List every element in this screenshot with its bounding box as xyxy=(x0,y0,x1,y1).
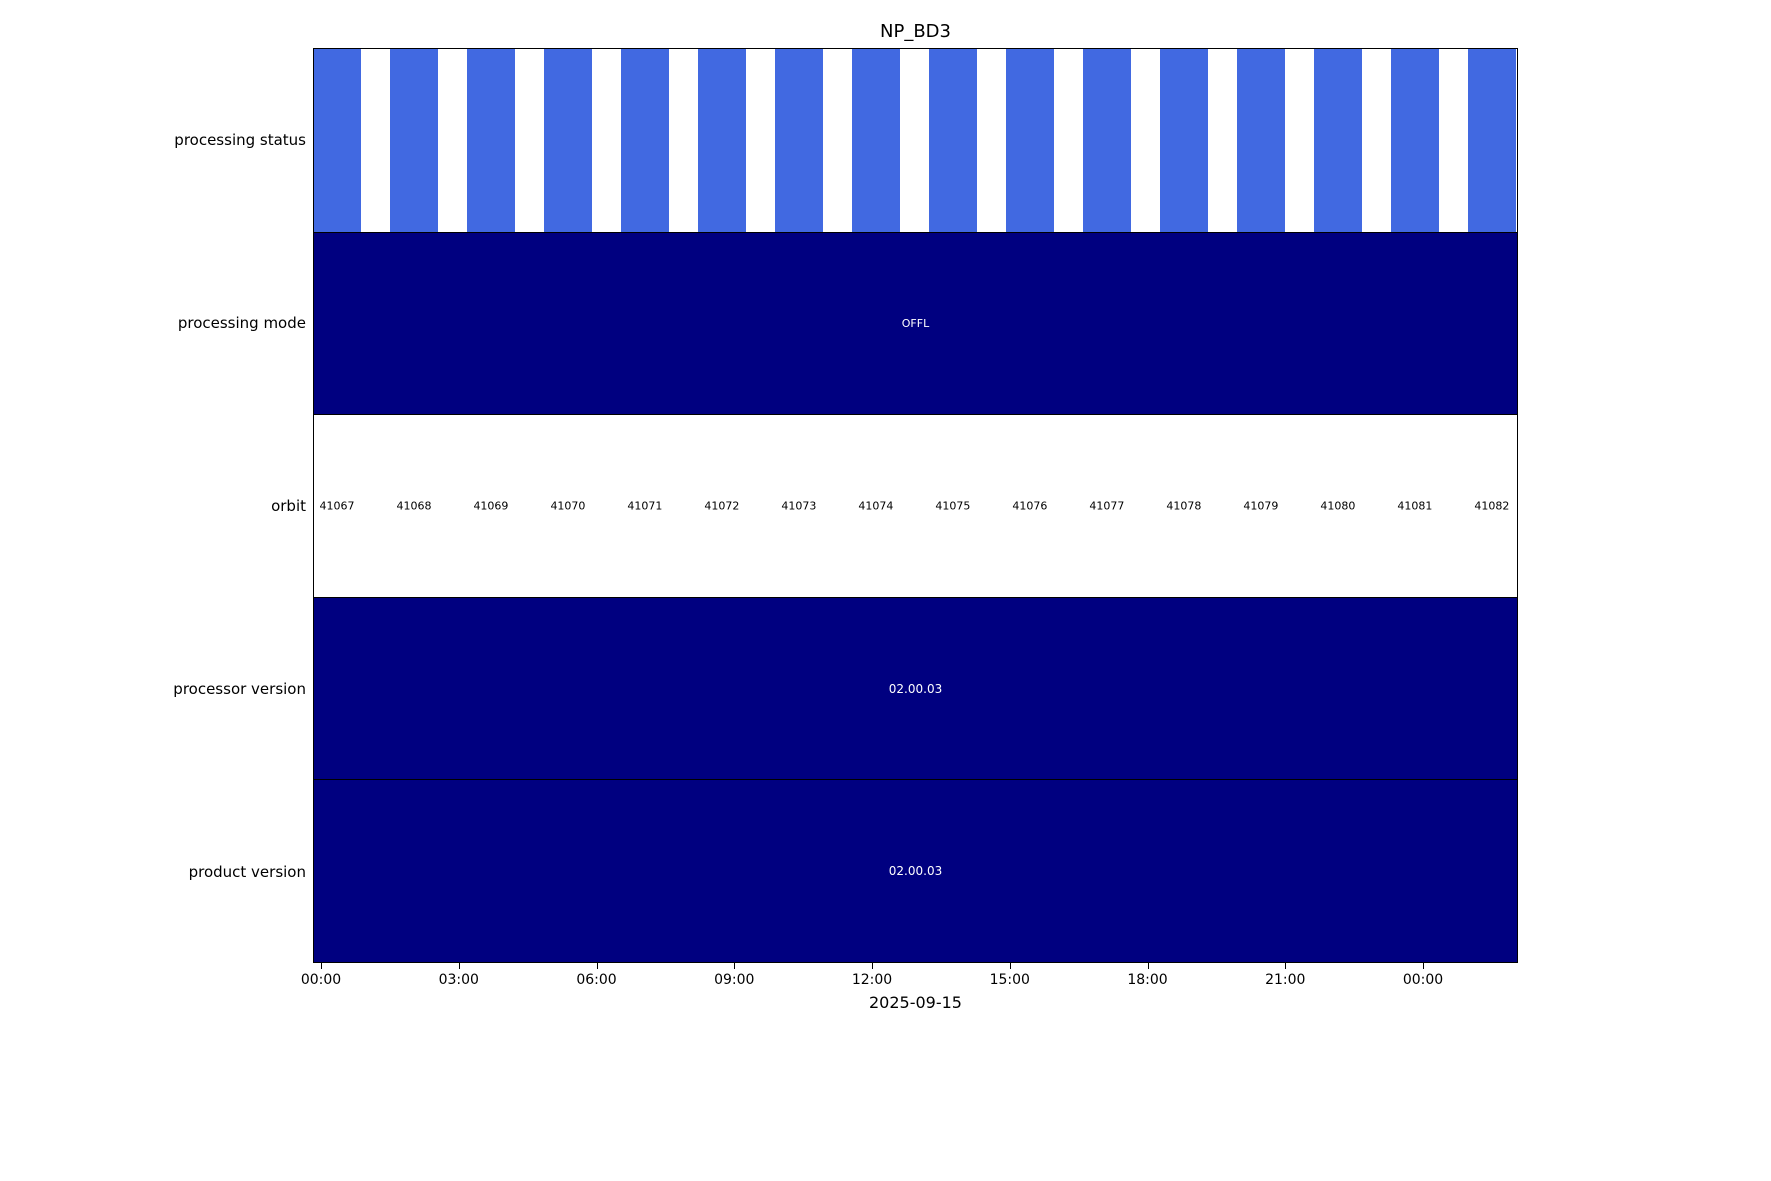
x-axis-label: 2025-09-15 xyxy=(869,993,962,1012)
processing-status-bar xyxy=(928,49,977,232)
processing-status-bar xyxy=(1467,49,1516,232)
chart-title: NP_BD3 xyxy=(880,21,951,42)
orbit-number: 41069 xyxy=(473,499,509,513)
x-tick-label: 09:00 xyxy=(714,972,755,988)
processing-status-bar xyxy=(1236,49,1285,232)
processing-status-bar xyxy=(466,49,515,232)
y-axis-label: product version xyxy=(188,862,306,881)
processing-mode-value: OFFL xyxy=(901,316,930,330)
processing-status-bar xyxy=(774,49,823,232)
x-tick-mark xyxy=(458,963,460,969)
x-tick-label: 21:00 xyxy=(1265,972,1306,988)
y-axis-label: processing status xyxy=(174,130,306,149)
x-tick-label: 15:00 xyxy=(989,972,1030,988)
x-tick-label: 00:00 xyxy=(300,972,342,988)
processing-status-bar xyxy=(1005,49,1054,232)
orbit-number: 41082 xyxy=(1474,499,1510,513)
x-tick-mark xyxy=(321,963,322,969)
plot-area: OFFL 41067 41068 41069 41070 41071 41072 41073… xyxy=(313,48,1518,963)
processing-status-bar xyxy=(1313,49,1362,232)
processing-status-bar xyxy=(314,49,362,232)
x-tick-mark xyxy=(1009,963,1011,969)
orbit-number: 41079 xyxy=(1243,499,1279,513)
processing-status-bar xyxy=(851,49,900,232)
x-tick-label: 06:00 xyxy=(576,972,617,988)
processing-status-bar xyxy=(620,49,669,232)
orbit-number: 41072 xyxy=(704,499,740,513)
processing-status-bar xyxy=(1159,49,1208,232)
x-tick-mark xyxy=(1285,963,1287,969)
row-processing-mode: OFFL xyxy=(314,231,1517,415)
row-processor-version: 02.00.03 xyxy=(314,596,1517,780)
x-tick-label: 18:00 xyxy=(1127,972,1168,988)
product-version-value: 02.00.03 xyxy=(888,864,943,879)
x-tick-label: 03:00 xyxy=(438,972,479,988)
row-processing-status xyxy=(314,49,1517,232)
orbit-number: 41074 xyxy=(858,499,894,513)
orbit-number: 41071 xyxy=(627,499,663,513)
orbit-number: 41081 xyxy=(1397,499,1433,513)
processing-status-bar xyxy=(1082,49,1131,232)
y-axis-label: processor version xyxy=(173,679,306,698)
x-tick-mark xyxy=(1423,963,1425,969)
orbit-number: 41078 xyxy=(1166,499,1202,513)
y-axis-label: processing mode xyxy=(177,313,306,332)
x-tick-mark xyxy=(596,963,598,969)
orbit-number: 41073 xyxy=(781,499,817,513)
processing-status-bar xyxy=(543,49,592,232)
orbit-number: 41068 xyxy=(396,499,432,513)
x-tick-mark xyxy=(1147,963,1149,969)
processing-status-bar xyxy=(389,49,438,232)
orbit-number: 41077 xyxy=(1089,499,1125,513)
processing-status-bar xyxy=(1390,49,1439,232)
processor-version-value: 02.00.03 xyxy=(888,681,943,696)
x-tick-label: 12:00 xyxy=(851,972,893,988)
orbit-number: 41076 xyxy=(1012,499,1048,513)
orbit-number: 41070 xyxy=(550,499,586,513)
orbit-number: 41080 xyxy=(1320,499,1356,513)
x-tick-mark xyxy=(872,963,874,969)
y-axis-label: orbit xyxy=(271,496,306,515)
row-orbit: 41067 41068 41069 41070 41071 41072 41073 41074… xyxy=(314,414,1517,597)
orbit-number: 41075 xyxy=(935,499,971,513)
orbit-number: 41067 xyxy=(319,499,355,513)
x-tick-mark xyxy=(734,963,736,969)
row-product-version: 02.00.03 xyxy=(314,779,1517,962)
x-tick-label: 00:00 xyxy=(1402,972,1444,988)
processing-status-bar xyxy=(697,49,746,232)
